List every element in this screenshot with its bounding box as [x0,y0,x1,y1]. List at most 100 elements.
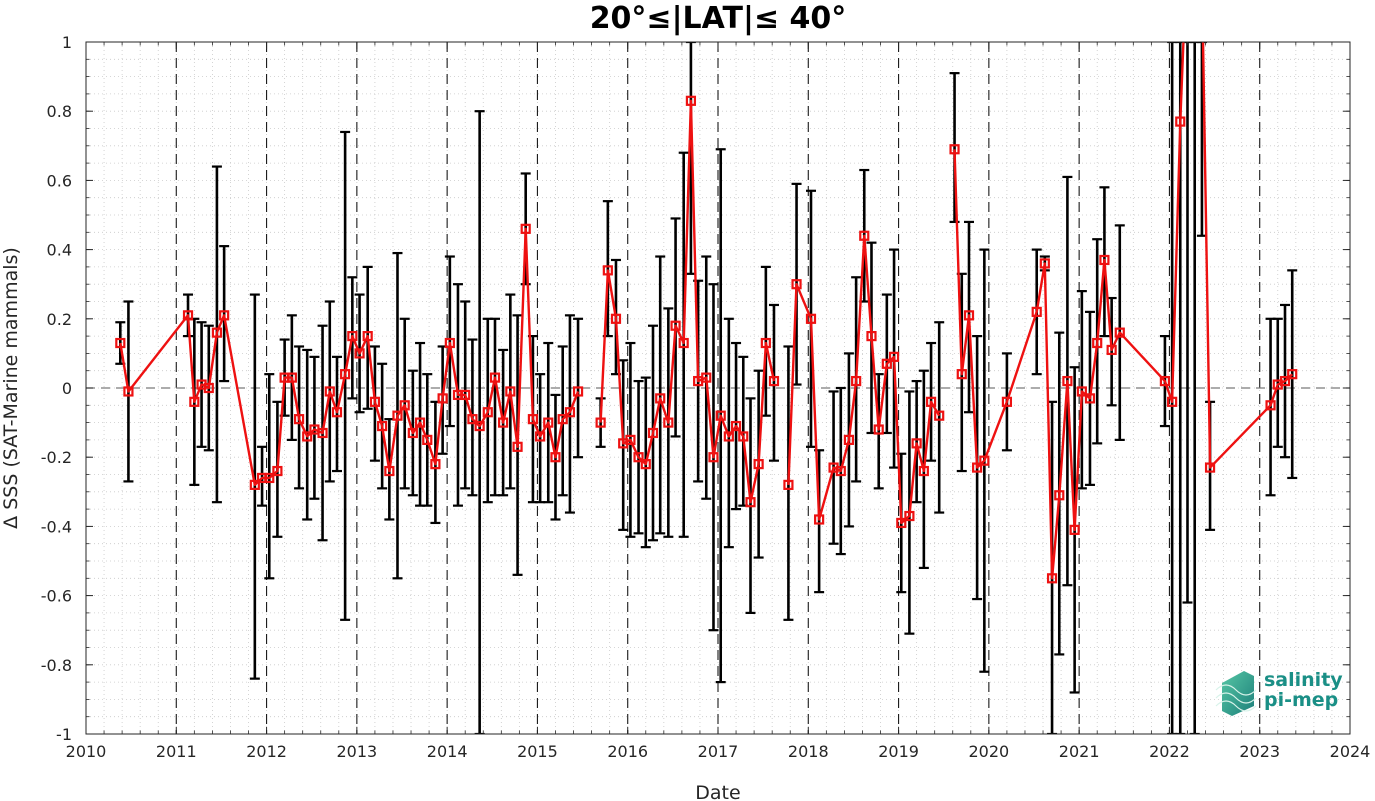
data-point [647,427,659,439]
data-point [1279,375,1291,387]
x-tick-label: 2010 [66,742,107,761]
y-axis-title: Δ SSS (SAT-Marine mammals) [0,247,22,529]
data-point [835,465,846,477]
y-tick-label: -0.6 [41,587,72,606]
data-point [979,455,990,466]
data-point [911,438,922,449]
data-point [873,424,884,435]
data-point [1001,396,1013,407]
data-point [354,348,365,359]
data-point [949,144,960,155]
data-point [918,465,929,477]
data-point [211,327,223,338]
data-point [302,431,313,442]
data-point [1069,524,1080,535]
x-tick-label: 2021 [1059,742,1100,761]
data-point [377,420,388,432]
data-point [460,389,471,401]
x-tick-label: 2019 [878,742,919,761]
data-point [498,417,509,428]
data-point [272,465,283,477]
data-point [430,459,441,470]
y-tick-label: 1 [62,33,72,52]
data-point [866,331,877,342]
data-point [474,420,485,432]
data-point [422,434,433,445]
data-point [1054,490,1065,501]
data-point [520,223,531,234]
data-point [527,414,539,425]
data-point [467,414,478,425]
y-tick-label: 0.2 [47,310,72,329]
data-point [489,372,501,383]
data-point [723,431,734,442]
data-point [678,337,689,349]
data-point [414,417,426,428]
data-point [595,417,606,428]
series-line [599,99,776,504]
data-point [249,479,260,490]
data-point [851,375,862,387]
data-point [1265,400,1276,411]
logo-text-pi-mep: pi-mep [1264,689,1338,711]
data-point [399,400,410,411]
x-tick-label: 2016 [607,742,648,761]
x-tick-label: 2023 [1239,742,1280,761]
data-point [407,427,418,439]
data-point [783,479,794,490]
data-point [956,369,967,380]
series-line [953,42,1294,580]
series-group [115,42,1298,584]
data-point [324,386,335,397]
data-point [1204,462,1216,473]
data-point [610,313,622,324]
data-point [1039,258,1050,269]
data-point [685,95,697,106]
data-point [362,331,373,342]
y-tick-label: 0.8 [47,102,72,121]
x-tick-label: 2013 [336,742,377,761]
data-point [768,375,780,387]
chart-title: 20°≤|LAT|≤ 40° [590,1,847,36]
wave-logo-icon [1215,671,1257,716]
data-point [347,331,358,342]
data-point [1092,337,1103,349]
data-point [663,417,674,428]
data-point [625,434,636,445]
data-point [633,452,644,463]
data-point [482,407,493,418]
series-line [787,234,941,525]
data-point [203,382,214,394]
x-tick-label: 2011 [156,742,197,761]
data-point [369,396,381,407]
data-point [1084,393,1096,404]
y-tick-label: -0.4 [41,517,72,536]
data-point [123,386,134,397]
y-axis: -1 -0.8 -0.6 -0.4 -0.2 0 0.2 0.4 0.6 0.8 1 [41,33,1350,744]
data-point [182,310,194,321]
data-point [535,431,546,442]
x-tick-label: 2024 [1330,742,1371,761]
data-point [331,407,343,418]
data-point [564,407,576,418]
y-tick-label: -0.2 [41,448,72,467]
x-tick-label: 2022 [1149,742,1190,761]
data-point [437,393,448,404]
data-point [904,510,915,522]
data-point [738,431,749,442]
data-point [1046,573,1058,584]
x-tick-label: 2017 [698,742,739,761]
data-point [670,320,681,331]
data-point [896,517,907,529]
data-point [1062,375,1073,387]
data-point [293,414,305,425]
data-point [384,465,395,477]
y-tick-label: 0 [62,379,72,398]
data-point [392,410,403,421]
logo-text-salinity: salinity [1264,669,1343,691]
data-point [317,427,328,439]
data-point [730,420,742,432]
data-point [640,459,651,470]
data-point [444,337,455,349]
